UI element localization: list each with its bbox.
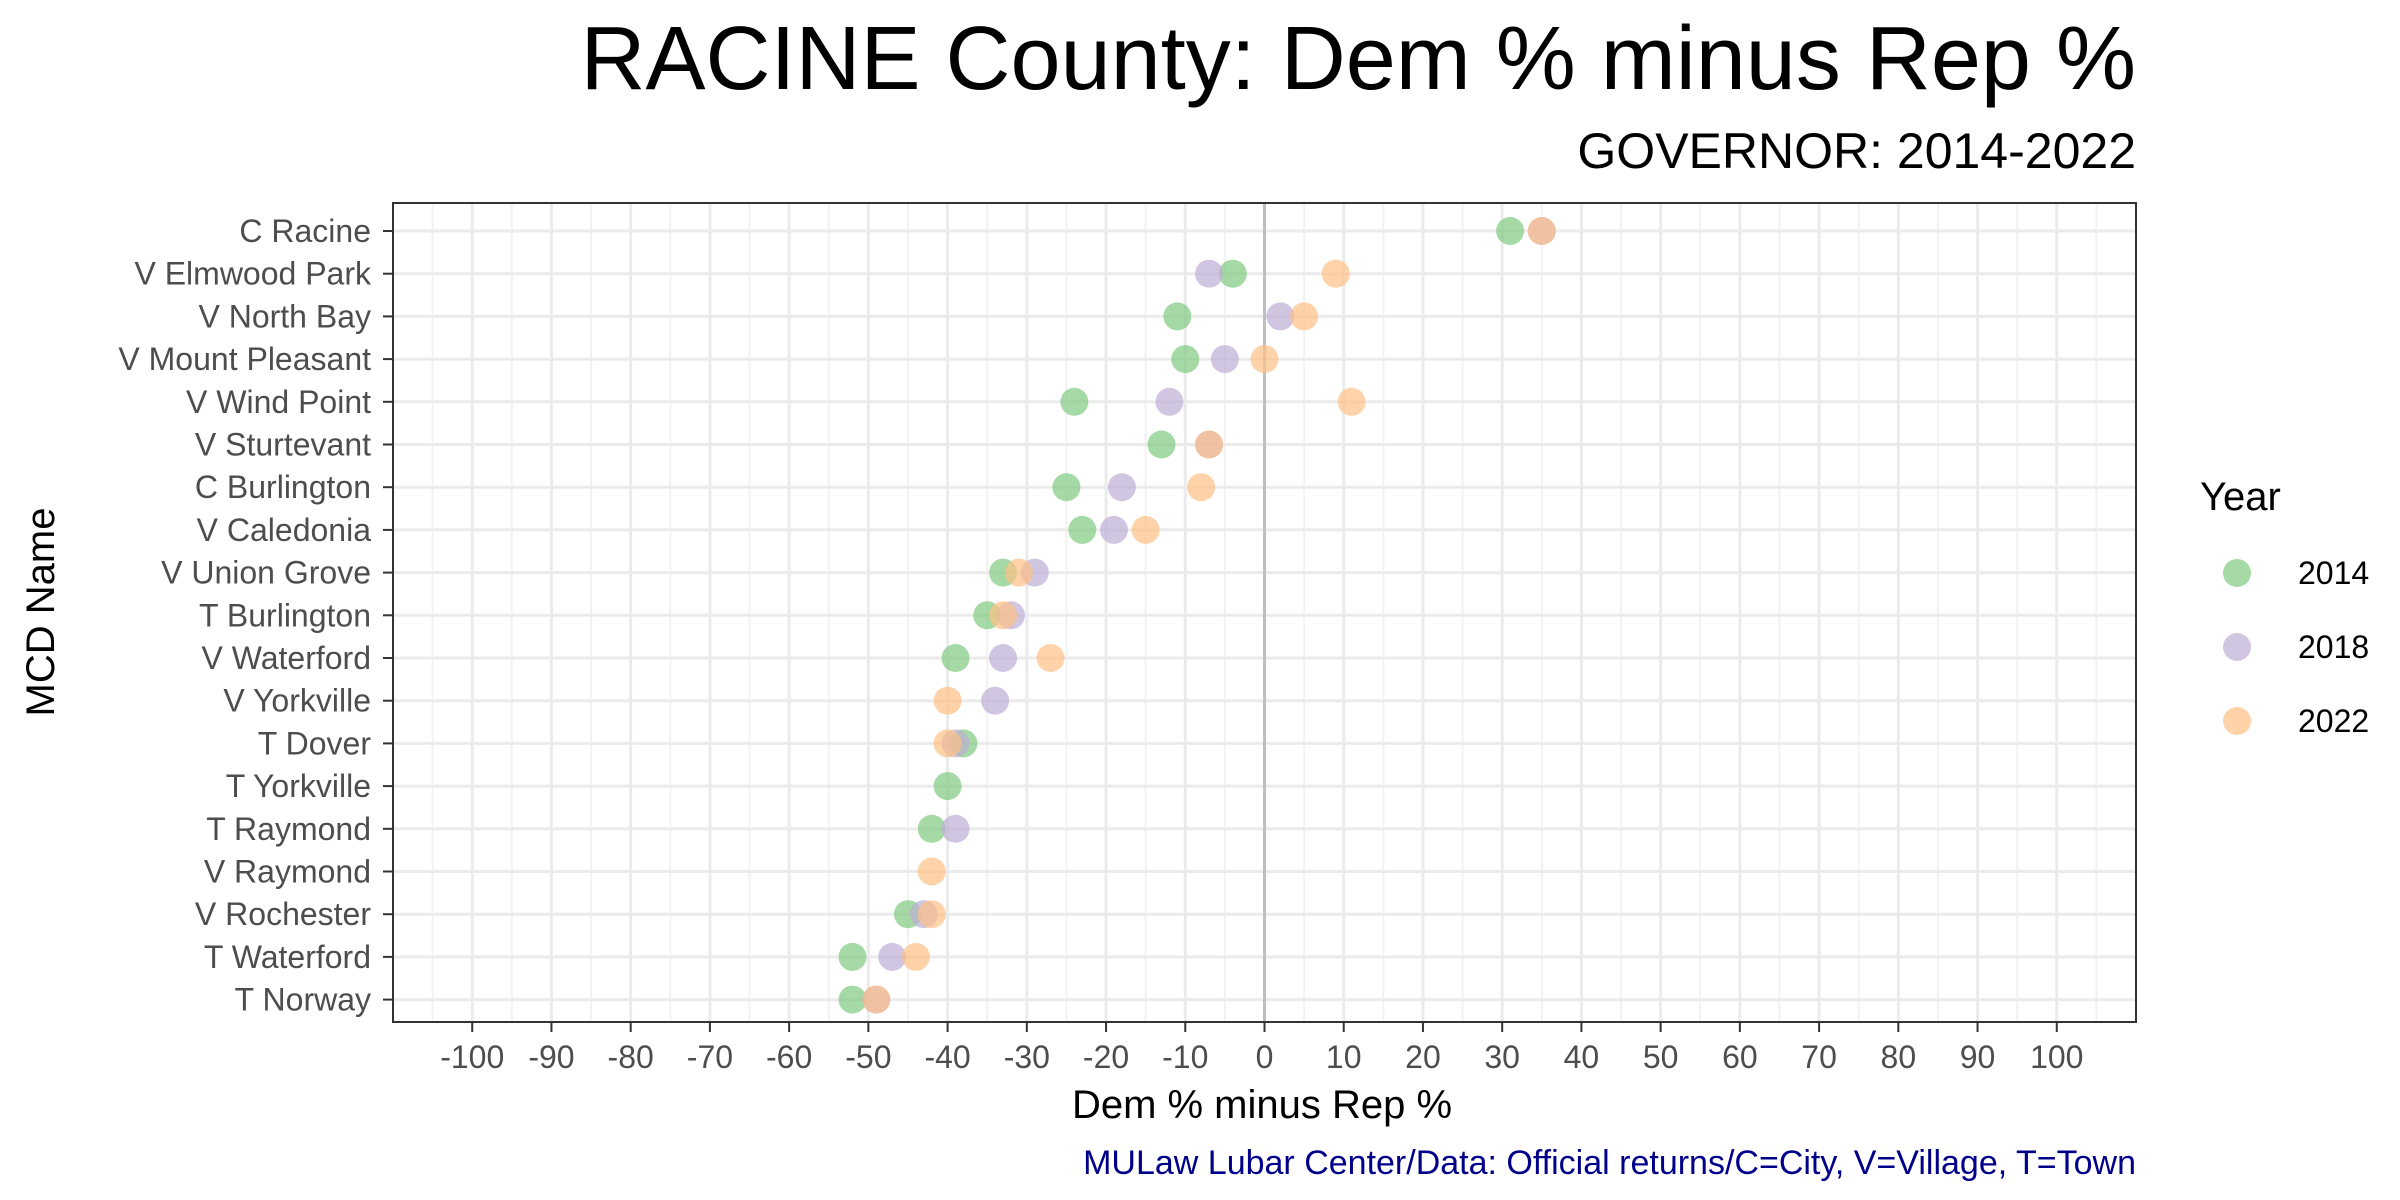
plot-panel: [392, 202, 2137, 1023]
y-tick-label: T Waterford: [204, 939, 371, 975]
legend-title: Year: [2200, 475, 2281, 519]
point-2018: [1266, 302, 1295, 331]
point-2022: [989, 601, 1018, 630]
point-2022: [1321, 259, 1350, 288]
point-2018: [941, 814, 970, 843]
x-tick-label: 20: [1405, 1039, 1441, 1075]
y-tick-label: V Rochester: [195, 896, 371, 932]
y-tick-label: T Burlington: [199, 597, 371, 633]
legend: Year 2014 2018 2022: [2200, 475, 2369, 739]
x-tick-label: -60: [766, 1039, 812, 1075]
point-2018: [1195, 259, 1224, 288]
caption: MULaw Lubar Center/Data: Official return…: [1083, 1144, 2136, 1182]
x-tick-label: -40: [924, 1039, 970, 1075]
point-2014: [1068, 515, 1097, 544]
y-tick-label: V Yorkville: [223, 683, 371, 719]
point-2014: [1060, 387, 1089, 416]
y-axis-title: MCD Name: [19, 508, 63, 717]
y-tick-label: T Norway: [235, 982, 371, 1018]
point-2022: [933, 686, 962, 715]
x-tick-label: 30: [1484, 1039, 1520, 1075]
point-2018: [1210, 345, 1239, 374]
point-2022: [1195, 430, 1224, 459]
y-tick-label: V Raymond: [204, 854, 371, 890]
x-tick-label: -10: [1162, 1039, 1208, 1075]
point-2018: [1099, 515, 1128, 544]
point-2018: [981, 686, 1010, 715]
y-tick-label: V Caledonia: [197, 512, 372, 548]
y-tick-label: T Yorkville: [226, 768, 371, 804]
x-tick-label: 90: [1960, 1039, 1996, 1075]
y-tick-label: C Racine: [239, 213, 371, 249]
point-2022: [1004, 558, 1033, 587]
y-tick-label: V Mount Pleasant: [118, 341, 371, 377]
y-tick-label: V Union Grove: [161, 555, 371, 591]
x-tick-label: 0: [1256, 1039, 1274, 1075]
point-2014: [1218, 259, 1247, 288]
point-2022: [1036, 644, 1065, 672]
chart-subtitle: GOVERNOR: 2014-2022: [1577, 123, 2136, 179]
point-2014: [838, 985, 867, 1014]
point-2014: [941, 644, 970, 672]
point-2018: [1155, 387, 1184, 416]
point-2022: [1187, 473, 1216, 502]
point-2014: [933, 772, 962, 801]
x-tick-label: -20: [1083, 1039, 1129, 1075]
chart-title: RACINE County: Dem % minus Rep %: [580, 9, 2137, 109]
point-2022: [933, 729, 962, 758]
point-2022: [1290, 302, 1319, 331]
point-2014: [1496, 217, 1525, 245]
point-2014: [1147, 430, 1176, 459]
legend-label: 2014: [2298, 555, 2369, 591]
legend-label: 2018: [2298, 629, 2369, 665]
point-2022: [917, 900, 946, 929]
x-tick-label: -90: [528, 1039, 574, 1075]
point-2018: [1107, 473, 1136, 502]
y-tick-label: V North Bay: [198, 298, 371, 334]
legend-key-2014: [2223, 559, 2251, 587]
point-2014: [838, 942, 867, 971]
point-2014: [917, 814, 946, 843]
x-tick-label: -30: [1004, 1039, 1050, 1075]
legend-label: 2022: [2298, 703, 2369, 739]
legend-key-2022: [2223, 707, 2251, 735]
x-tick-label: -50: [845, 1039, 891, 1075]
y-axis-ticks: C Racine V Elmwood Park V North Bay V Mount…: [118, 213, 393, 1018]
point-2022: [901, 942, 930, 971]
y-tick-label: C Burlington: [195, 469, 371, 505]
point-2022: [1337, 387, 1366, 416]
point-2018: [989, 644, 1018, 672]
point-2022: [1250, 345, 1279, 374]
x-tick-label: 50: [1643, 1039, 1679, 1075]
x-tick-label: 40: [1564, 1039, 1600, 1075]
point-2022: [862, 985, 891, 1014]
x-tick-label: 60: [1722, 1039, 1758, 1075]
x-axis-ticks: -100 -90 -80 -70 -60 -50 -40 -30 -20 -10 0 10 20 30 40…: [440, 1022, 2083, 1075]
x-tick-label: -80: [608, 1039, 654, 1075]
point-2022: [1131, 515, 1160, 544]
x-tick-label: 100: [2030, 1039, 2083, 1075]
point-2014: [1052, 473, 1081, 502]
legend-key-2018: [2223, 633, 2251, 661]
x-tick-label: 10: [1326, 1039, 1362, 1075]
x-tick-label: 80: [1881, 1039, 1917, 1075]
point-2022: [1527, 217, 1556, 245]
x-tick-label: -70: [687, 1039, 733, 1075]
y-tick-label: V Wind Point: [186, 384, 371, 420]
point-2022: [917, 857, 946, 886]
y-tick-label: T Dover: [258, 725, 372, 761]
data-points: [838, 217, 1556, 1014]
point-2018: [878, 942, 907, 971]
x-tick-label: -100: [440, 1039, 504, 1075]
y-tick-label: V Elmwood Park: [134, 256, 372, 292]
point-2014: [1163, 302, 1192, 331]
y-tick-label: V Sturtevant: [195, 427, 371, 463]
point-2014: [1171, 345, 1200, 374]
x-axis-title: Dem % minus Rep %: [1072, 1083, 1452, 1127]
y-tick-label: V Waterford: [201, 640, 371, 676]
y-tick-label: T Raymond: [206, 811, 371, 847]
x-tick-label: 70: [1801, 1039, 1837, 1075]
